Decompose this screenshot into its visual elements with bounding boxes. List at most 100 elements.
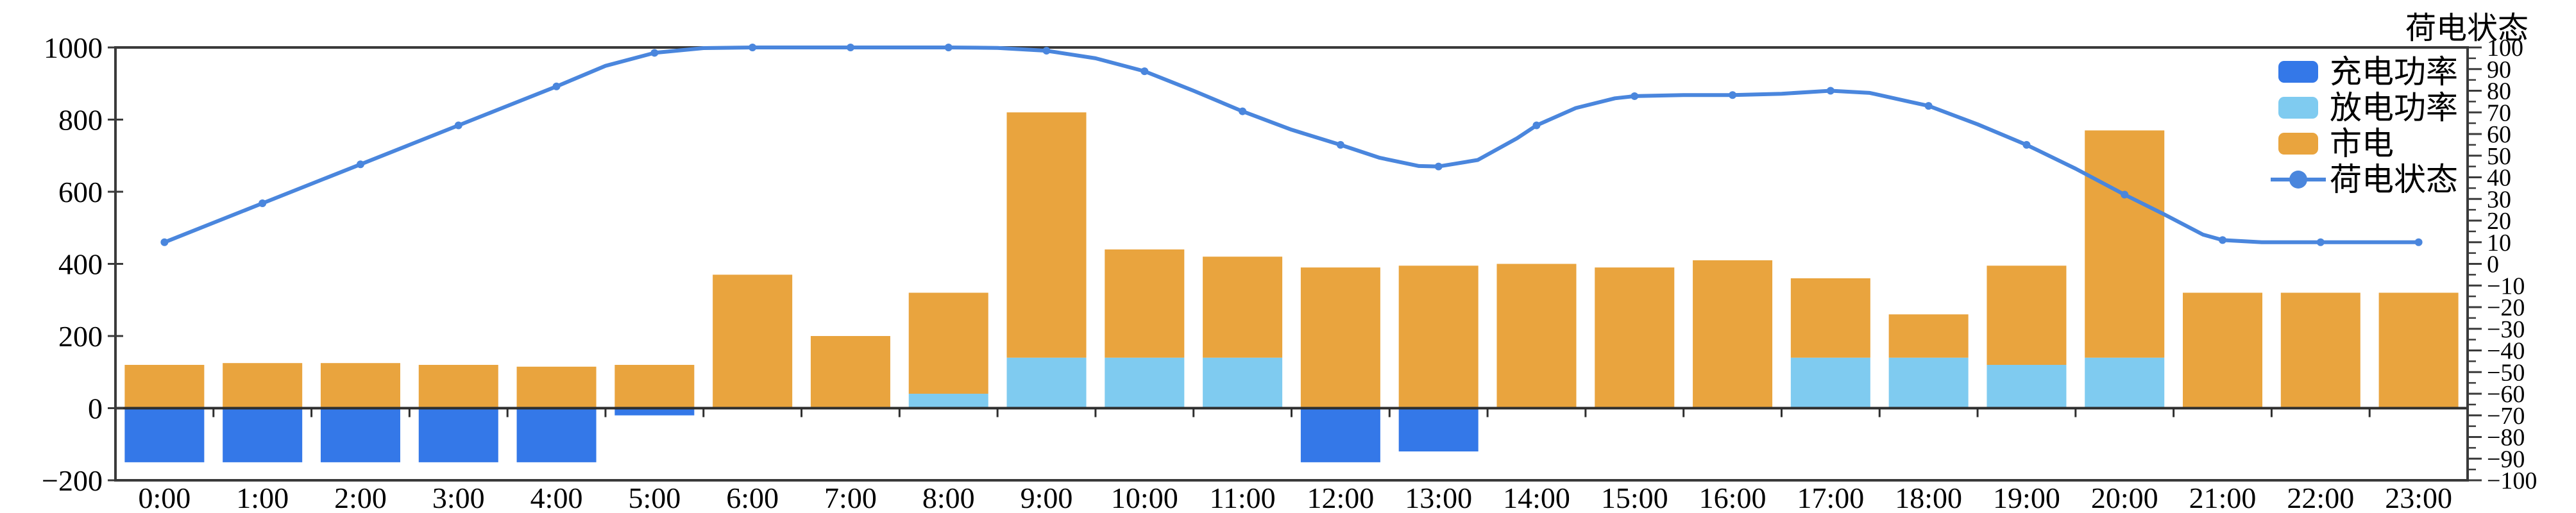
bar-grid-8 — [908, 292, 988, 394]
x-axis-tick-label: 2:00 — [334, 482, 387, 513]
right-axis-tick-label: 60 — [2487, 121, 2511, 148]
bar-grid-4 — [516, 366, 597, 408]
bar-discharge-11 — [1203, 357, 1283, 408]
soc-marker — [846, 44, 854, 51]
bar-grid-2 — [320, 363, 400, 408]
soc-marker — [552, 82, 561, 90]
soc-marker — [650, 49, 659, 57]
soc-marker — [944, 44, 953, 51]
bar-grid-19 — [1987, 265, 2067, 365]
right-axis-tick-label: 10 — [2487, 230, 2511, 256]
left-axis-tick-label: 600 — [58, 176, 103, 208]
bar-charge-5 — [614, 408, 695, 416]
soc-marker — [1336, 140, 1344, 149]
soc-marker — [160, 238, 169, 246]
left-axis-tick-label: 200 — [58, 320, 103, 353]
x-axis-tick-label: 21:00 — [2189, 482, 2257, 513]
x-axis-tick-label: 12:00 — [1307, 482, 1375, 513]
soc-marker — [749, 44, 757, 51]
bar-grid-0 — [124, 365, 205, 408]
bar-grid-13 — [1398, 265, 1479, 408]
bar-discharge-17 — [1790, 357, 1870, 408]
soc-marker — [1532, 121, 1541, 130]
x-axis-tick-label: 13:00 — [1405, 482, 1472, 513]
bar-discharge-18 — [1888, 357, 1969, 408]
bar-grid-7 — [810, 336, 890, 408]
x-axis-tick-label: 6:00 — [726, 482, 779, 513]
x-axis-tick-label: 15:00 — [1601, 482, 1668, 513]
bar-grid-14 — [1496, 264, 1577, 408]
soc-line-series — [160, 44, 2423, 246]
right-axis-tick-label: 50 — [2487, 143, 2511, 170]
right-axis-tick-label: 40 — [2487, 165, 2511, 192]
soc-marker — [1924, 102, 1933, 110]
zero-axis — [114, 407, 2469, 417]
right-axis-tick-label: −70 — [2487, 403, 2525, 430]
right-axis-tick-label: −20 — [2487, 294, 2525, 321]
bar-charge-2 — [320, 408, 400, 462]
x-axis-tick-label: 14:00 — [1503, 482, 1570, 513]
x-axis-tick-label: 4:00 — [530, 482, 583, 513]
soc-marker — [2022, 140, 2031, 149]
soc-marker — [2316, 238, 2325, 246]
legend-item-1: 放电功率 — [2278, 90, 2458, 126]
right-axis-title: 荷电状态 — [2405, 12, 2529, 46]
right-axis-tick-label: −10 — [2487, 273, 2525, 299]
x-axis-tick-label: 9:00 — [1021, 482, 1073, 513]
bar-charge-0 — [124, 408, 205, 462]
x-axis-labels: 0:00 1:00 2:00 3:00 4:00 5:00 6:00 7:00 8:00 9:00… — [139, 482, 2452, 513]
soc-line — [162, 46, 2421, 244]
soc-marker — [1729, 91, 1737, 99]
x-axis-tick-label: 5:00 — [628, 482, 681, 513]
bar-grid-9 — [1006, 112, 1087, 358]
right-axis-tick-label: 0 — [2487, 251, 2499, 278]
bar-discharge-10 — [1105, 357, 1185, 408]
legend-item-2: 市电 — [2278, 126, 2394, 162]
left-axis: 1000 800 600 400 200 0 −200 — [42, 31, 123, 497]
legend-swatch-icon — [2278, 97, 2318, 119]
right-axis-tick-label: −30 — [2487, 316, 2525, 343]
bar-discharge-9 — [1006, 357, 1087, 408]
right-axis-tick-label: 90 — [2487, 56, 2511, 83]
bar-discharge-20 — [2085, 357, 2165, 408]
x-axis-tick-label: 8:00 — [922, 482, 975, 513]
legend-label: 放电功率 — [2330, 90, 2458, 126]
soc-marker — [1826, 87, 1835, 95]
right-axis-tick-label: −80 — [2487, 425, 2525, 451]
right-axis-tick-label: −50 — [2487, 359, 2525, 386]
soc-marker — [2414, 238, 2423, 246]
left-axis-tick-label: 400 — [58, 248, 103, 281]
x-axis-tick-label: 22:00 — [2287, 482, 2354, 513]
right-axis-tick-label: −90 — [2487, 446, 2525, 473]
bar-grid-10 — [1105, 249, 1185, 358]
bars-layer — [124, 112, 2459, 462]
right-axis-tick-label: 20 — [2487, 208, 2511, 235]
x-axis-tick-label: 18:00 — [1895, 482, 1962, 513]
bar-grid-23 — [2378, 292, 2459, 408]
bar-grid-15 — [1595, 267, 1675, 408]
bar-charge-4 — [516, 408, 597, 462]
x-axis-tick-label: 17:00 — [1797, 482, 1864, 513]
bar-grid-17 — [1790, 278, 1870, 358]
soc-marker — [2219, 236, 2227, 244]
bar-charge-13 — [1398, 408, 1479, 451]
bar-grid-11 — [1203, 256, 1283, 358]
legend-label: 荷电状态 — [2330, 162, 2458, 198]
soc-marker — [1631, 92, 1639, 100]
right-axis-tick-label: −100 — [2487, 467, 2537, 494]
soc-marker — [1042, 47, 1051, 55]
right-axis-tick-label: 30 — [2487, 186, 2511, 213]
bar-grid-12 — [1300, 267, 1380, 408]
bar-grid-20 — [2085, 130, 2165, 358]
bar-grid-21 — [2183, 292, 2263, 408]
x-axis-tick-label: 19:00 — [1993, 482, 2060, 513]
left-axis-tick-label: 0 — [88, 392, 103, 425]
left-axis-tick-label: 800 — [58, 104, 103, 137]
soc-marker — [356, 160, 364, 169]
x-axis-tick-label: 7:00 — [824, 482, 877, 513]
legend-item-0: 充电功率 — [2278, 54, 2458, 90]
x-axis-tick-label: 11:00 — [1210, 482, 1276, 513]
legend-item-3: 荷电状态 — [2271, 162, 2458, 198]
